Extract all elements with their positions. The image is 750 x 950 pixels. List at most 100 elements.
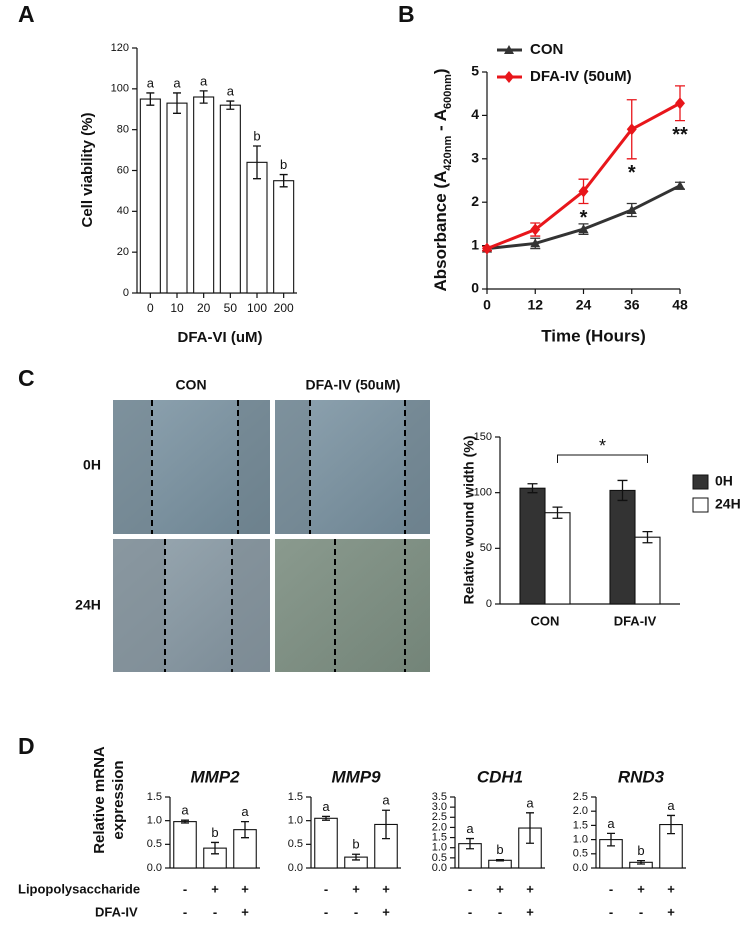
bar-annotation: a (466, 821, 474, 836)
treatment-sign: - (324, 881, 328, 896)
significance: ** (672, 124, 688, 146)
y-tick-label: 1 (471, 236, 479, 252)
error-bar (241, 820, 249, 839)
y-tick-label: 1.5 (432, 831, 447, 843)
y-tick-label: 1.5 (288, 791, 303, 803)
y-tick-label: 0.0 (432, 862, 447, 874)
error-bar (526, 812, 534, 844)
bar (166, 102, 188, 294)
x-tick-label: DFA-IV (614, 613, 657, 628)
error-bar (607, 832, 615, 847)
y-axis-label: Relative wound width (%) (461, 436, 477, 605)
error-bar (181, 819, 189, 824)
treatment-sign: + (211, 881, 219, 896)
y-axis-label-part: 600nm (442, 74, 454, 109)
legend-label: 0H (715, 473, 733, 489)
y-tick-label: 2.5 (432, 811, 447, 823)
x-tick-label: 0 (147, 301, 154, 315)
error-bar (637, 859, 645, 865)
bar-annotation: a (322, 799, 330, 814)
y-tick-label: 2.5 (573, 791, 588, 803)
significance: * (580, 207, 588, 229)
x-tick-label: 36 (624, 297, 640, 313)
y-axis-label: Relative mRNA (91, 746, 108, 854)
panel-label: C (18, 365, 35, 391)
legend-marker (504, 45, 514, 54)
bar-annotation: a (147, 75, 155, 90)
point (578, 185, 589, 198)
x-tick-label: 12 (527, 297, 543, 313)
treatment-sign: + (241, 881, 249, 896)
x-axis-label: Time (Hours) (541, 326, 646, 345)
bar (219, 104, 241, 294)
y-tick-label: 2.0 (432, 821, 447, 833)
treatment-sign: - (498, 904, 502, 919)
bar-annotation: a (526, 795, 534, 810)
bar-annotation: b (496, 842, 503, 857)
bar (544, 512, 571, 605)
bar-annotation: a (181, 803, 189, 818)
y-tick-label: 2.0 (573, 805, 588, 817)
bar (519, 487, 546, 605)
error-bar (667, 814, 675, 835)
wound-edges (151, 400, 406, 672)
y-tick-label: 0.0 (288, 862, 303, 874)
error-bar (352, 853, 360, 861)
panel-label: A (18, 1, 35, 27)
y-tick-label: 100 (474, 487, 492, 499)
treatment-sign: + (496, 881, 504, 896)
legend-label: CON (530, 41, 563, 58)
y-tick-label: 1.0 (147, 815, 162, 827)
chart-title: MMP2 (190, 767, 240, 786)
treatment-sign: + (667, 881, 675, 896)
y-tick-label: 40 (117, 205, 129, 217)
x-axis-label: DFA-VI (uM) (178, 329, 263, 346)
x-tick-label: 24 (576, 297, 592, 313)
bar-annotation: a (200, 73, 208, 88)
bar-annotation: b (211, 825, 218, 840)
y-tick-label: 120 (111, 42, 129, 54)
treatment-sign: - (609, 881, 613, 896)
bar-annotation: b (280, 157, 287, 172)
bar-annotation: a (382, 793, 390, 808)
y-tick-label: 0.5 (288, 838, 303, 850)
treatment-sign: + (526, 881, 534, 896)
error-bar (146, 92, 155, 106)
point (675, 180, 685, 190)
significance: * (628, 162, 636, 184)
row-label: 24H (75, 597, 101, 613)
y-tick-label: 20 (117, 246, 129, 258)
y-tick-label: 150 (474, 431, 492, 443)
column-label: DFA-IV (50uM) (306, 377, 401, 393)
y-tick-label: 80 (117, 124, 129, 136)
bar (173, 821, 197, 869)
y-tick-label: 1.0 (288, 815, 303, 827)
x-tick-label: 10 (170, 301, 184, 315)
error-bar (279, 173, 288, 188)
treatment-sign: - (468, 904, 472, 919)
treatment-sign: - (183, 881, 187, 896)
point (578, 224, 589, 234)
y-tick-label: 0 (123, 287, 129, 299)
bar-annotation: b (637, 843, 644, 858)
treatment-sign: - (354, 904, 358, 919)
x-tick-label: 200 (274, 301, 294, 315)
cell-layer (238, 400, 270, 534)
y-axis-label-part: ) (431, 68, 450, 74)
treatment-sign: + (637, 881, 645, 896)
point (675, 97, 685, 110)
error-bar (552, 506, 563, 519)
legend-label: 24H (715, 496, 741, 512)
treatment-sign: - (213, 904, 217, 919)
error-bar (496, 859, 504, 862)
y-tick-label: 3.5 (432, 791, 447, 803)
x-tick-label: 100 (247, 301, 267, 315)
treatment-sign: + (526, 904, 534, 919)
y-tick-label: 5 (471, 63, 479, 79)
micrograph (275, 539, 430, 672)
bar-annotation: a (607, 816, 615, 831)
treatment-sign: - (183, 904, 187, 919)
bar (634, 536, 661, 605)
y-tick-label: 100 (111, 83, 129, 95)
